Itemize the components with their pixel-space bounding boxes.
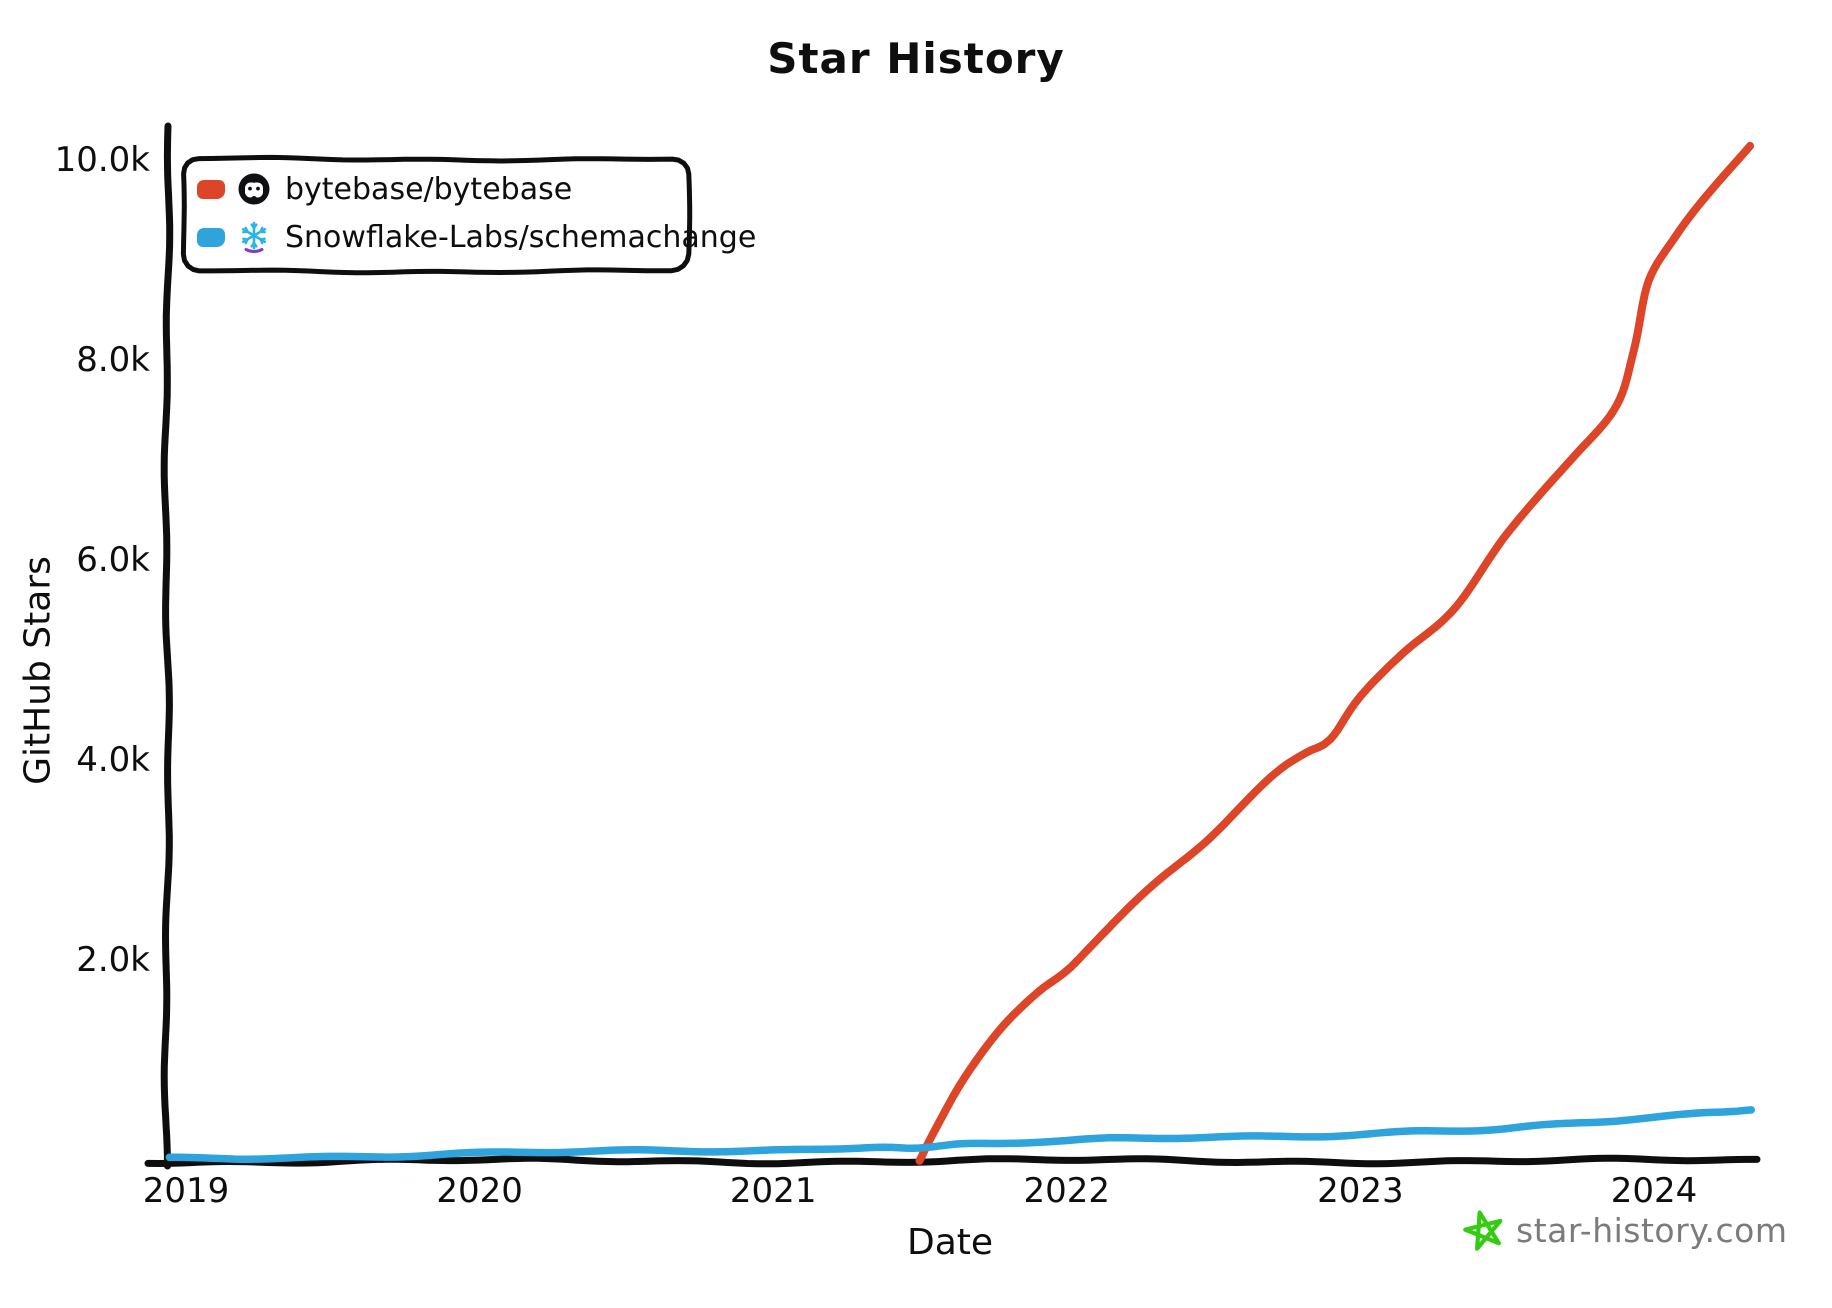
x-axis-title: Date — [906, 1222, 994, 1263]
legend-item-bytebase: bytebase/bytebase — [197, 169, 572, 209]
chart-title: Star History — [767, 34, 1065, 83]
y-axis-line — [160, 122, 174, 1170]
x-tick-label: 2019 — [142, 1171, 230, 1211]
star-doodle-icon — [1463, 1210, 1503, 1251]
legend-label-bytebase: bytebase/bytebase — [285, 171, 573, 207]
x-tick-label: 2022 — [1023, 1171, 1111, 1211]
series-line-schemachange — [165, 1106, 1756, 1163]
y-tick-label: 10.0k — [54, 140, 150, 180]
legend-swatch-schemachange — [197, 227, 225, 247]
x-tick-label: 2020 — [436, 1171, 523, 1211]
y-tick-label: 8.0k — [76, 340, 150, 380]
x-tick-label: 2023 — [1317, 1171, 1404, 1211]
legend-label-schemachange: Snowflake-Labs/schemachange — [285, 219, 757, 255]
y-tick-label: 2.0k — [76, 940, 150, 980]
legend-box-outline — [180, 154, 693, 276]
legend-item-schemachange: Snowflake-Labs/schemachange — [197, 217, 756, 257]
snowflake-icon — [241, 221, 267, 253]
legend: bytebase/bytebase Snowflake-Labs/schemac… — [183, 159, 756, 271]
legend-swatch-bytebase — [197, 179, 225, 199]
watermark-text: star-history.com — [1516, 1210, 1788, 1250]
y-tick-label: 4.0k — [76, 740, 150, 780]
watermark: star-history.com — [1462, 1206, 1787, 1254]
bytebase-avatar-icon — [238, 173, 270, 205]
x-tick-label: 2021 — [729, 1171, 817, 1211]
series-line-bytebase — [915, 141, 1755, 1165]
x-tick-label: 2024 — [1610, 1171, 1698, 1211]
y-tick-label: 6.0k — [76, 540, 150, 580]
